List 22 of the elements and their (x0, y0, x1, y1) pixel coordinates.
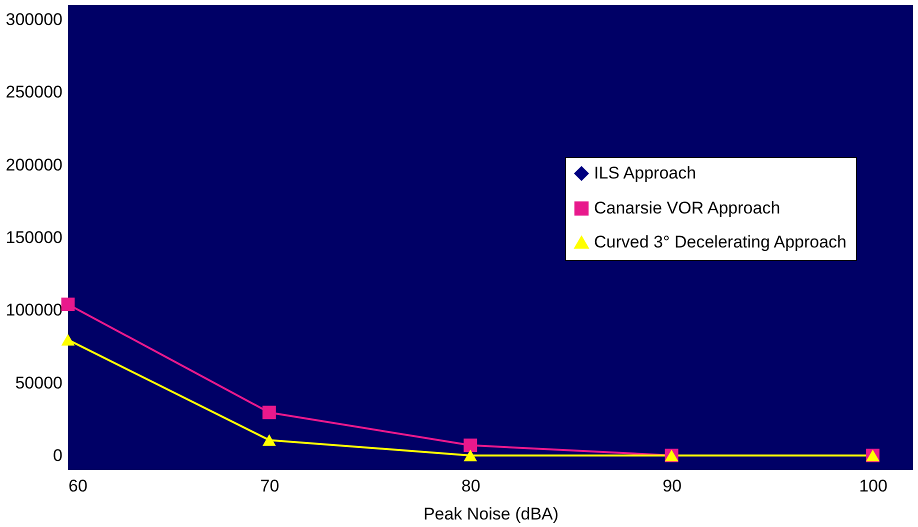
point (262, 434, 276, 446)
y-tick-label: 200000 (6, 155, 62, 174)
point (61, 334, 75, 346)
x-tick-label: 80 (461, 476, 480, 496)
y-tick-label: 300000 (6, 10, 62, 30)
point (262, 406, 276, 420)
point (464, 450, 478, 462)
point (464, 438, 478, 452)
y-tick-label: 100000 (6, 300, 62, 320)
y-tick-label: 0 (53, 446, 62, 465)
y-tick-label: 50000 (15, 373, 62, 392)
x-tick-label: 90 (662, 476, 682, 496)
x-tick-label: 60 (68, 476, 88, 496)
x-tick-label: 100 (859, 476, 888, 496)
x-tick-label: 70 (260, 476, 280, 496)
legend-label: Curved 3° Decelerating Approach (594, 232, 847, 252)
legend-label: Canarsie VOR Approach (594, 198, 780, 218)
point (61, 298, 75, 312)
y-tick-label: 250000 (6, 82, 62, 102)
x-axis-title: Peak Noise (dBA) (423, 504, 559, 524)
legend-label: ILS Approach (594, 164, 696, 182)
y-tick-label: 150000 (6, 228, 62, 247)
